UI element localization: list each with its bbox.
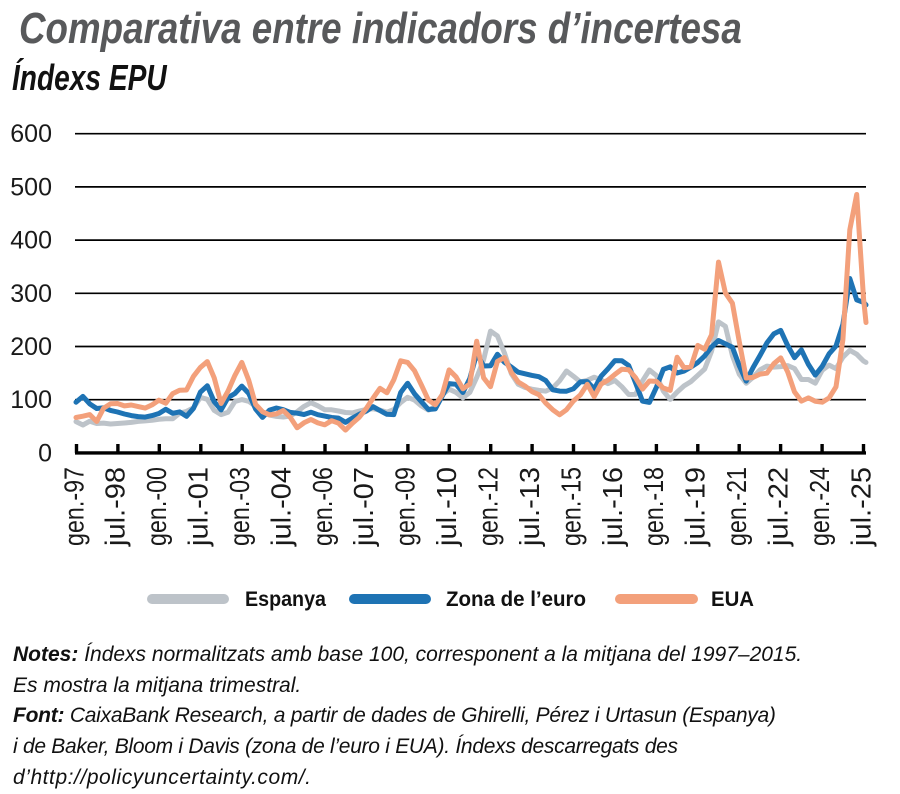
svg-text:gen.-15: gen.-15 (555, 467, 586, 546)
svg-text:Espanya: Espanya (245, 588, 326, 611)
svg-text:jul.-16: jul.-16 (597, 467, 628, 547)
svg-text:jul.-07: jul.-07 (348, 467, 379, 547)
svg-text:gen.-18: gen.-18 (638, 467, 669, 546)
svg-text:600: 600 (10, 120, 52, 148)
svg-text:gen.-09: gen.-09 (390, 467, 421, 546)
svg-text:jul.-10: jul.-10 (431, 467, 462, 547)
svg-text:0: 0 (38, 439, 52, 467)
svg-text:jul.-04: jul.-04 (265, 467, 296, 547)
svg-text:500: 500 (10, 173, 52, 201)
svg-text:gen.-00: gen.-00 (141, 467, 172, 546)
svg-text:jul.-25: jul.-25 (845, 467, 876, 547)
svg-text:gen.-06: gen.-06 (307, 467, 338, 546)
svg-text:Zona de l’euro: Zona de l’euro (446, 588, 586, 611)
svg-text:jul.-01: jul.-01 (183, 467, 214, 547)
svg-text:jul.-13: jul.-13 (514, 467, 545, 547)
svg-text:100: 100 (10, 386, 52, 414)
svg-text:gen.-12: gen.-12 (473, 467, 504, 546)
svg-text:200: 200 (10, 333, 52, 361)
svg-text:gen.-97: gen.-97 (58, 467, 89, 546)
svg-text:gen.-21: gen.-21 (721, 467, 752, 546)
svg-text:EUA: EUA (711, 588, 754, 611)
svg-text:300: 300 (10, 280, 52, 308)
svg-text:400: 400 (10, 227, 52, 255)
svg-text:jul.-22: jul.-22 (762, 467, 793, 547)
svg-text:jul.-98: jul.-98 (100, 467, 131, 547)
svg-text:jul.-19: jul.-19 (680, 467, 711, 547)
svg-text:gen.-24: gen.-24 (804, 467, 835, 546)
svg-text:gen.-03: gen.-03 (224, 467, 255, 546)
